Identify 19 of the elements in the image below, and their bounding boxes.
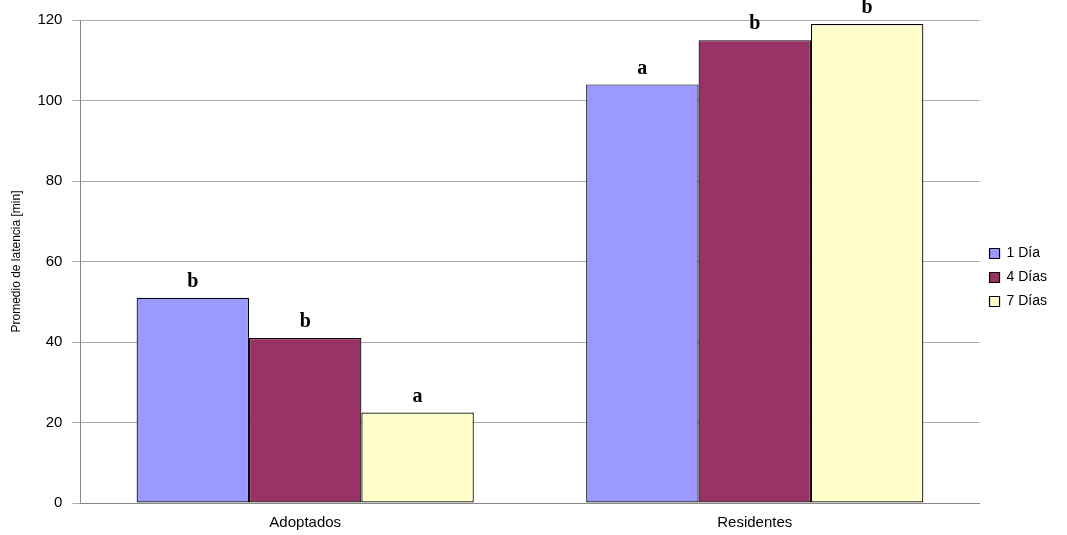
legend-label: 4 Días [1006,268,1048,285]
data-label: b [299,309,311,332]
data-label: a [637,55,648,78]
y-tick-label: 80 [45,171,63,189]
data-label: a [412,383,423,406]
data-label: b [749,11,761,34]
y-tick-label: 40 [45,332,63,350]
y-tick-label: 60 [45,251,63,269]
legend-label: 1 Día [1006,244,1041,261]
x-tick-label: Adoptados [269,513,342,531]
legend-label: 7 Días [1006,292,1048,309]
y-tick-label: 100 [37,90,63,108]
y-axis-title: Promedio de latencia [min] [8,190,23,333]
x-tick-label: Residentes [717,513,793,531]
y-tick-label: 20 [45,412,63,430]
y-tick-label: 120 [37,10,63,28]
data-label: b [187,268,199,291]
data-label: b [861,0,873,18]
y-tick-label: 0 [54,493,63,511]
